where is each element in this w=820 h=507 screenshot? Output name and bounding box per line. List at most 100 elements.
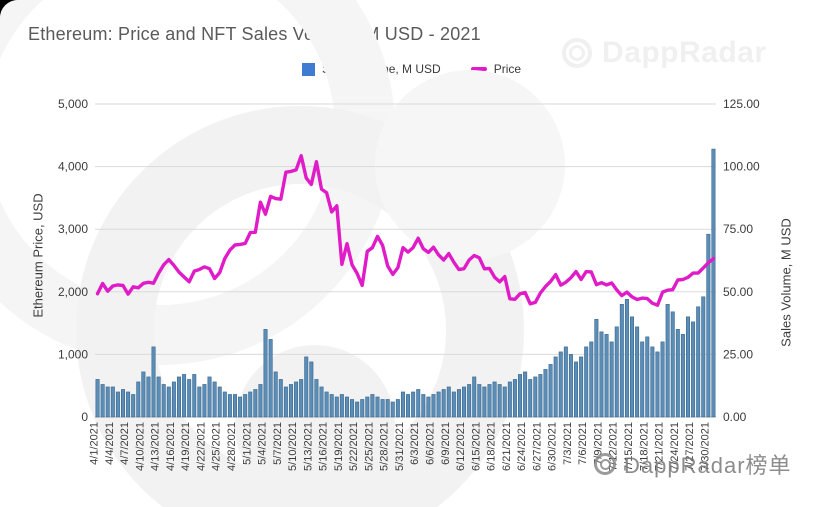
x-axis-tick: 4/19/2021 bbox=[180, 422, 192, 471]
dappradar-logo-icon bbox=[562, 38, 592, 68]
volume-bar bbox=[121, 389, 126, 418]
x-axis-tick: 5/22/2021 bbox=[348, 422, 360, 471]
volume-bar bbox=[156, 376, 161, 418]
x-axis-tick: 4/1/2021 bbox=[89, 422, 101, 465]
dappradar-logo-icon-small bbox=[594, 453, 616, 475]
volume-bar bbox=[171, 381, 176, 418]
x-axis-tick: 7/3/2021 bbox=[562, 422, 574, 465]
volume-bar bbox=[635, 326, 640, 418]
dappradar-watermark-text: DappRadar bbox=[602, 36, 767, 69]
volume-bar bbox=[288, 384, 293, 418]
volume-bar bbox=[268, 339, 273, 418]
volume-bar bbox=[680, 334, 685, 418]
volume-bar bbox=[609, 341, 614, 418]
volume-bar bbox=[701, 296, 706, 418]
volume-bar bbox=[670, 311, 675, 418]
x-axis-tick: 7/21/2021 bbox=[654, 422, 666, 471]
volume-bar bbox=[375, 396, 380, 418]
volume-bar bbox=[304, 356, 309, 418]
volume-bar bbox=[624, 299, 629, 418]
volume-legend-swatch bbox=[302, 62, 315, 76]
volume-bar bbox=[507, 381, 512, 418]
volume-bar bbox=[207, 376, 212, 418]
volume-bar bbox=[283, 386, 288, 418]
volume-bar bbox=[339, 394, 344, 418]
volume-bar bbox=[243, 394, 248, 418]
x-axis-tick: 5/31/2021 bbox=[394, 422, 406, 471]
left-axis-tick: 3,000 bbox=[58, 222, 88, 236]
volume-bar bbox=[385, 399, 390, 418]
dappradar-watermark-bottom-text: DappRadar榜单 bbox=[624, 453, 792, 478]
volume-bar bbox=[324, 391, 329, 418]
volume-bar bbox=[314, 379, 319, 418]
volume-bar bbox=[456, 389, 461, 418]
x-axis-tick: 5/25/2021 bbox=[363, 422, 375, 471]
x-axis-tick: 7/27/2021 bbox=[684, 422, 696, 471]
volume-bar bbox=[533, 376, 538, 418]
volume-bar bbox=[222, 391, 227, 418]
volume-bar bbox=[630, 316, 635, 418]
volume-bar bbox=[538, 374, 543, 418]
volume-bar bbox=[528, 379, 533, 418]
volume-bar bbox=[319, 386, 324, 418]
left-axis-title: Ethereum Price, USD bbox=[30, 193, 46, 318]
left-axis-tick: 1,000 bbox=[58, 347, 88, 361]
volume-bar bbox=[355, 401, 360, 418]
volume-bar bbox=[344, 396, 349, 418]
volume-bar bbox=[467, 384, 472, 418]
volume-bar bbox=[584, 346, 589, 418]
volume-bar bbox=[665, 304, 670, 418]
volume-bar bbox=[594, 319, 599, 418]
volume-bar bbox=[426, 396, 431, 418]
volume-bar bbox=[619, 304, 624, 418]
volume-bar bbox=[441, 389, 446, 418]
right-axis-tick: 75.00 bbox=[723, 222, 753, 236]
x-axis-tick: 4/13/2021 bbox=[150, 422, 162, 471]
volume-bar bbox=[553, 356, 558, 418]
volume-bar bbox=[294, 381, 299, 418]
right-axis-title: Sales Volume, M USD bbox=[778, 218, 794, 347]
x-axis-tick: 6/3/2021 bbox=[409, 422, 421, 465]
x-axis-tick: 4/4/2021 bbox=[104, 422, 116, 465]
volume-bar bbox=[411, 391, 416, 418]
volume-bar bbox=[599, 331, 604, 418]
volume-bar bbox=[202, 384, 207, 418]
volume-bar bbox=[548, 364, 553, 418]
volume-bar bbox=[451, 391, 456, 418]
dappradar-watermark-bottom: DappRadar榜单 bbox=[594, 448, 792, 480]
x-axis-tick: 6/27/2021 bbox=[531, 422, 543, 471]
volume-bar bbox=[477, 384, 482, 418]
volume-bar bbox=[309, 361, 314, 418]
x-axis-tick: 6/21/2021 bbox=[501, 422, 513, 471]
volume-bar bbox=[696, 306, 701, 418]
volume-bar bbox=[579, 356, 584, 418]
volume-bar bbox=[523, 371, 528, 418]
volume-bar bbox=[400, 391, 405, 418]
left-axis-tick: 4,000 bbox=[58, 160, 88, 174]
right-axis-tick: 50.00 bbox=[723, 285, 753, 299]
volume-bar bbox=[497, 384, 502, 418]
volume-bar bbox=[192, 374, 197, 418]
volume-bar bbox=[95, 379, 100, 418]
volume-bar bbox=[238, 396, 243, 418]
x-axis-tick: 4/25/2021 bbox=[211, 422, 223, 471]
volume-bar bbox=[416, 389, 421, 418]
x-axis-tick: 4/16/2021 bbox=[165, 422, 177, 471]
volume-bar bbox=[151, 346, 156, 418]
price-legend-swatch bbox=[470, 67, 487, 71]
volume-bar bbox=[691, 321, 696, 418]
x-axis-tick: 6/15/2021 bbox=[470, 422, 482, 471]
right-axis-tick: 0.00 bbox=[723, 410, 747, 424]
volume-bar bbox=[141, 371, 146, 418]
x-axis-tick: 5/13/2021 bbox=[302, 422, 314, 471]
volume-bar bbox=[487, 384, 492, 418]
volume-bar bbox=[232, 394, 237, 418]
volume-bar bbox=[161, 384, 166, 418]
volume-bar bbox=[436, 391, 441, 418]
volume-bar bbox=[136, 381, 141, 418]
volume-bar bbox=[568, 354, 573, 418]
price-legend-label: Price bbox=[493, 62, 522, 76]
volume-bar bbox=[278, 379, 283, 418]
volume-bar bbox=[380, 399, 385, 418]
volume-bar bbox=[248, 391, 253, 418]
